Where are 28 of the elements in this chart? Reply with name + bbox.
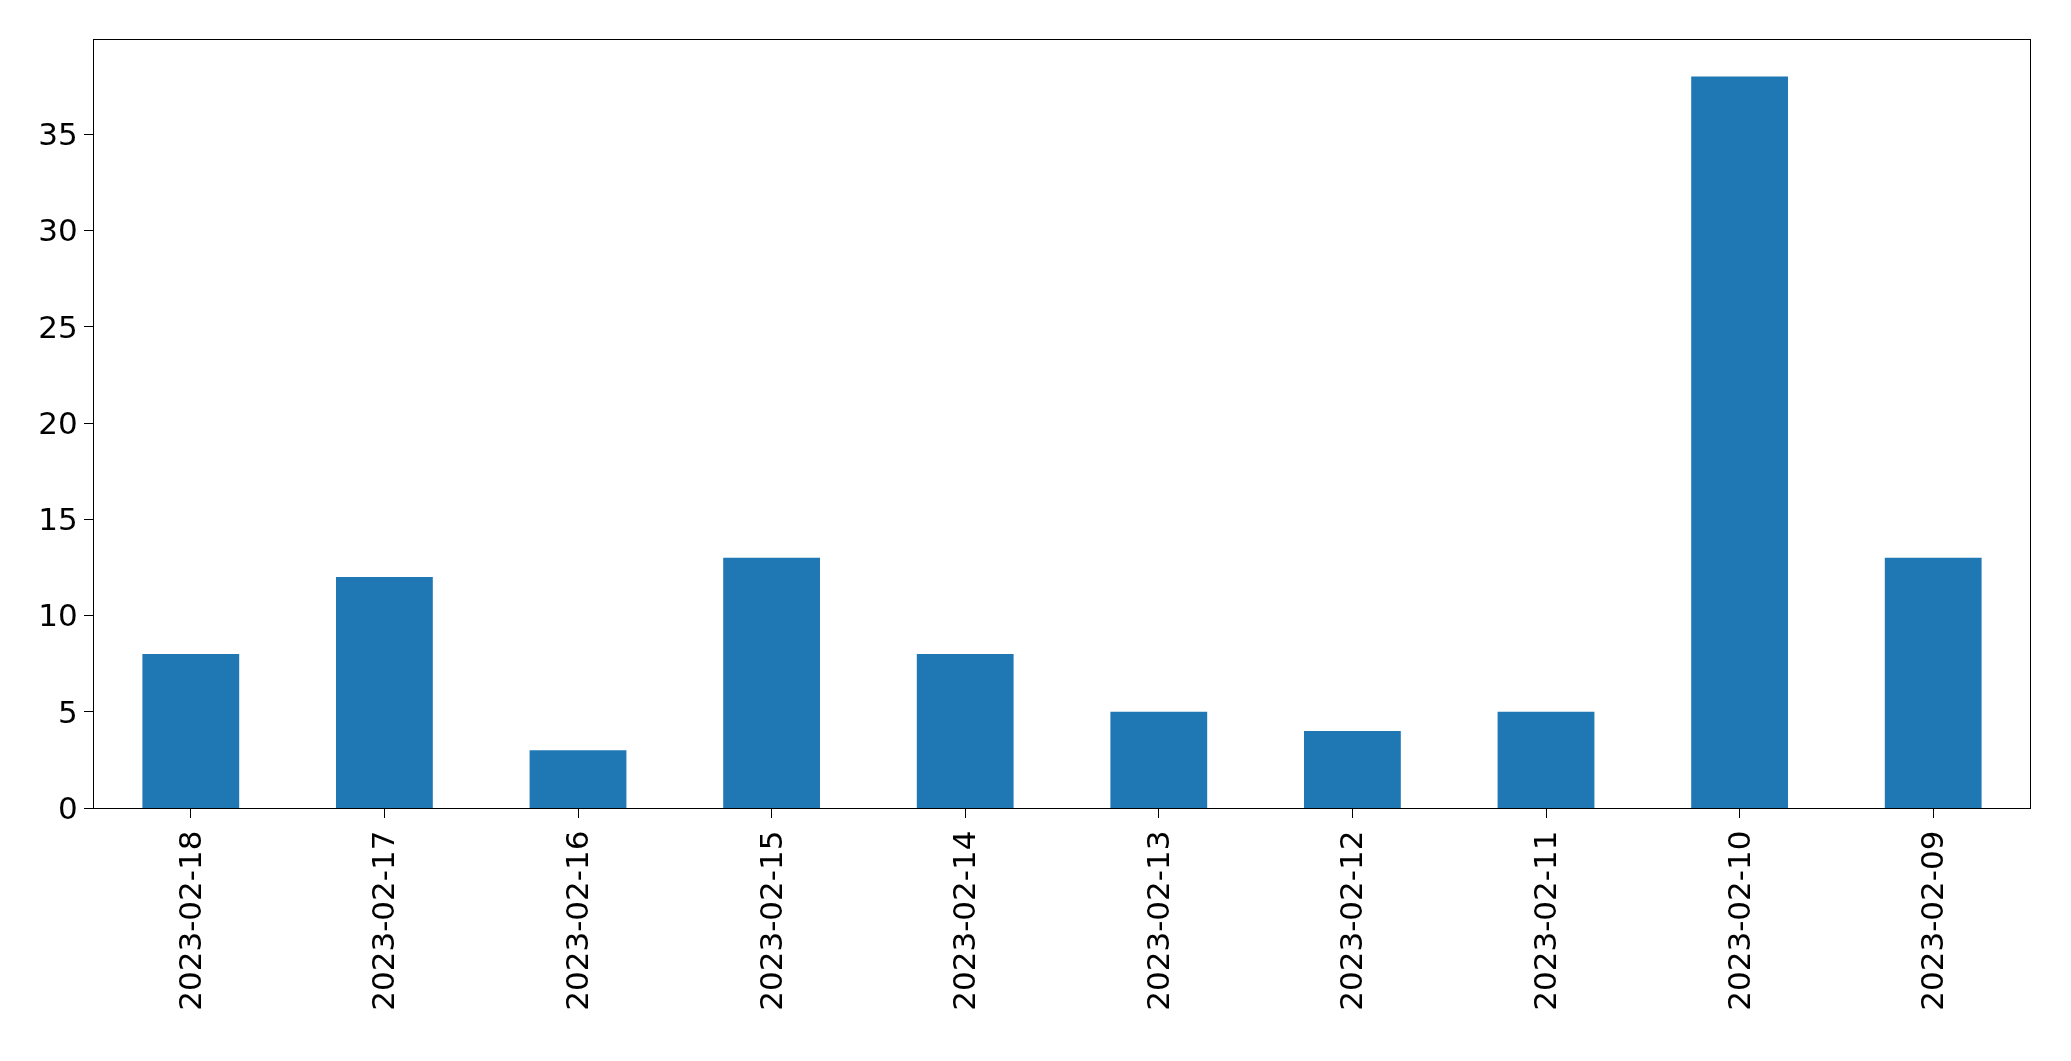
bar: [142, 654, 240, 808]
y-tick-label: 15: [38, 501, 78, 538]
bar: [723, 557, 820, 808]
bar: [529, 750, 627, 808]
bar: [1110, 711, 1208, 808]
x-tick-label: 2023-02-11: [1527, 830, 1564, 1011]
x-tick-label: 2023-02-17: [365, 830, 402, 1011]
bar: [1691, 76, 1788, 808]
x-tick-label: 2023-02-09: [1914, 830, 1951, 1011]
bar: [336, 577, 433, 808]
x-tick-label: 2023-02-12: [1333, 830, 1370, 1011]
x-tick-label: 2023-02-15: [752, 830, 789, 1011]
bar: [1304, 731, 1401, 808]
x-tick-label: 2023-02-14: [946, 830, 983, 1011]
y-tick-label: 20: [38, 404, 78, 441]
y-tick-label: 10: [38, 597, 78, 634]
x-tick-label: 2023-02-10: [1720, 830, 1757, 1011]
y-tick-label: 30: [38, 212, 78, 249]
x-tick-label: 2023-02-16: [559, 830, 596, 1011]
bar: [916, 654, 1014, 808]
y-tick-label: 35: [38, 116, 78, 153]
y-tick-label: 0: [57, 789, 78, 826]
bar: [1884, 557, 1982, 808]
y-tick-label: 5: [57, 693, 78, 730]
y-tick-label: 25: [38, 308, 78, 345]
x-tick-label: 2023-02-13: [1139, 830, 1176, 1011]
bar: [1497, 711, 1595, 808]
x-tick-label: 2023-02-18: [171, 830, 208, 1011]
